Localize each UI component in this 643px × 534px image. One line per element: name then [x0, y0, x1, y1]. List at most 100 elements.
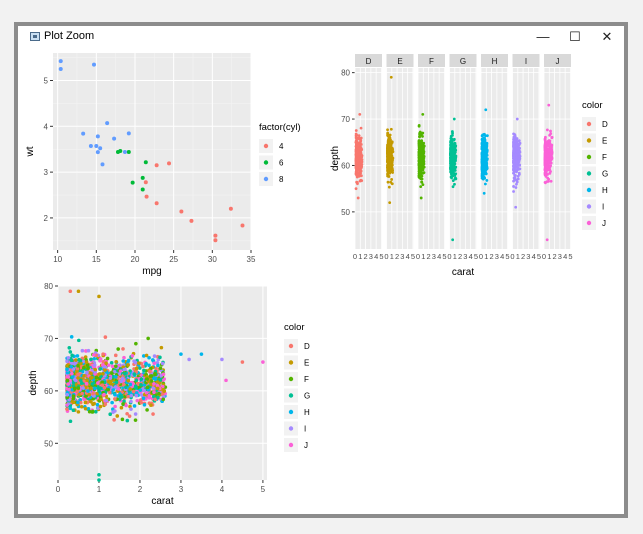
chart3-point-E: [83, 355, 88, 359]
chart3-legend-label-E: E: [304, 359, 309, 368]
chart3-point-E: [119, 405, 124, 410]
facet-point-J: [545, 238, 549, 242]
chart1-xlabel: mpg: [142, 266, 161, 277]
chart3-point-F: [105, 356, 110, 361]
chart3-point-D: [75, 366, 80, 371]
facet-point-F: [418, 130, 422, 134]
chart3-point-E: [76, 410, 81, 414]
chart3-point-G: [97, 472, 101, 477]
chart3-point-J: [84, 381, 89, 386]
chart1-legend-key-4: [263, 143, 269, 149]
facet-point-I: [513, 139, 516, 143]
facet-strip-F: [418, 54, 445, 67]
facet-point-H: [482, 151, 486, 155]
chart2-legend-label-G: G: [602, 170, 608, 179]
chart3-point-H: [111, 388, 115, 392]
facet-point-D: [358, 174, 361, 178]
chart3-point-E: [134, 366, 139, 371]
chart3-xtick-label: 0: [56, 485, 61, 494]
chart2-legend-key-I: [586, 204, 592, 209]
chart3-point-E: [76, 376, 80, 380]
facet-point-D: [354, 140, 358, 144]
chart3-point-H: [153, 377, 158, 381]
facet-point-E: [386, 145, 389, 149]
chart3-point-I: [120, 376, 125, 381]
chart3-point-H: [93, 386, 97, 391]
chart3-point-E: [115, 414, 120, 418]
facet-xtick-label-D: 2: [364, 252, 368, 261]
chart3-legend-label-F: F: [304, 375, 309, 384]
close-button[interactable]: ✕: [601, 29, 613, 44]
chart3-point-G: [128, 369, 132, 373]
chart3-point-F: [72, 386, 77, 391]
facet-point-I: [514, 168, 518, 172]
chart3-legend-key-E: [288, 360, 294, 365]
chart3-point-G: [67, 345, 72, 350]
facet-xtick-label-F: 0: [416, 252, 420, 261]
facet-point-E: [386, 174, 390, 178]
chart3-point-G: [108, 412, 112, 416]
chart2-legend-label-H: H: [602, 186, 608, 195]
maximize-button[interactable]: ☐: [569, 29, 581, 44]
chart1-point-cyl-8: [122, 149, 127, 154]
chart1-point-cyl-4: [240, 223, 245, 228]
chart3-point-J: [147, 396, 152, 400]
facet-xtick-label-F: 1: [421, 252, 425, 261]
minimize-button[interactable]: —: [536, 29, 550, 44]
chart3-point-D: [113, 397, 117, 401]
facet-point-F: [418, 149, 422, 152]
facet-strip-label-G: G: [460, 57, 466, 66]
chart3-point-E: [76, 289, 81, 294]
facet-point-I: [512, 185, 515, 188]
chart3-point-E: [104, 361, 108, 365]
chart1-point-cyl-6: [130, 180, 135, 185]
facet-xtick-label-I: 3: [526, 252, 530, 261]
facet-point-H: [480, 175, 484, 179]
chart3-point-F: [65, 395, 70, 400]
chart3-point-G: [69, 358, 74, 363]
chart3-point-H: [71, 374, 75, 379]
chart3-point-D: [76, 372, 80, 377]
chart2-legend-label-F: F: [602, 153, 607, 162]
chart3-point-G: [96, 386, 101, 390]
chart2-legend-title: color: [582, 100, 603, 111]
chart3-point-H: [76, 400, 80, 405]
chart1-legend-label-8: 8: [279, 175, 284, 184]
facet-point-G: [451, 238, 455, 242]
facet-xtick-label-E: 2: [395, 252, 399, 261]
chart1-point-cyl-8: [91, 62, 96, 67]
facet-strip-label-J: J: [556, 57, 560, 66]
facet-point-J: [543, 152, 547, 156]
chart3-point-I: [104, 398, 109, 403]
chart3-point-J: [124, 403, 128, 408]
chart2-legend-key-G: [586, 171, 592, 176]
chart3-point-G: [124, 385, 128, 390]
chart3-point-E: [97, 294, 101, 299]
facet-point-F: [422, 144, 426, 148]
chart3-point-D: [151, 412, 155, 416]
facet-point-H: [480, 162, 484, 166]
chart3-point-E: [137, 361, 141, 365]
chart3-point-G: [78, 358, 83, 363]
facet-point-F: [422, 162, 426, 166]
facet-strip-label-E: E: [397, 57, 402, 66]
chart3-point-H: [199, 352, 204, 356]
chart1-point-cyl-4: [179, 209, 184, 214]
chart3-point-I: [129, 399, 133, 404]
chart2-legend-key-J: [586, 220, 592, 226]
chart3-point-F: [149, 379, 154, 383]
chart3-point-D: [100, 383, 105, 387]
chart3-point-E: [126, 378, 131, 383]
facet-point-D: [358, 141, 362, 145]
facet-point-E: [386, 131, 390, 135]
chart1-ytick-label: 3: [44, 168, 49, 177]
facet-strip-E: [386, 54, 414, 67]
facet-point-H: [480, 156, 484, 160]
chart3-point-I: [134, 393, 139, 398]
facet-point-H: [480, 166, 484, 170]
chart3-point-I: [122, 367, 127, 372]
chart3-point-E: [79, 404, 84, 409]
chart3-point-I: [133, 412, 138, 416]
title-bar[interactable]: Plot Zoom — ☐ ✕: [18, 26, 624, 48]
facet-point-I: [512, 171, 516, 175]
